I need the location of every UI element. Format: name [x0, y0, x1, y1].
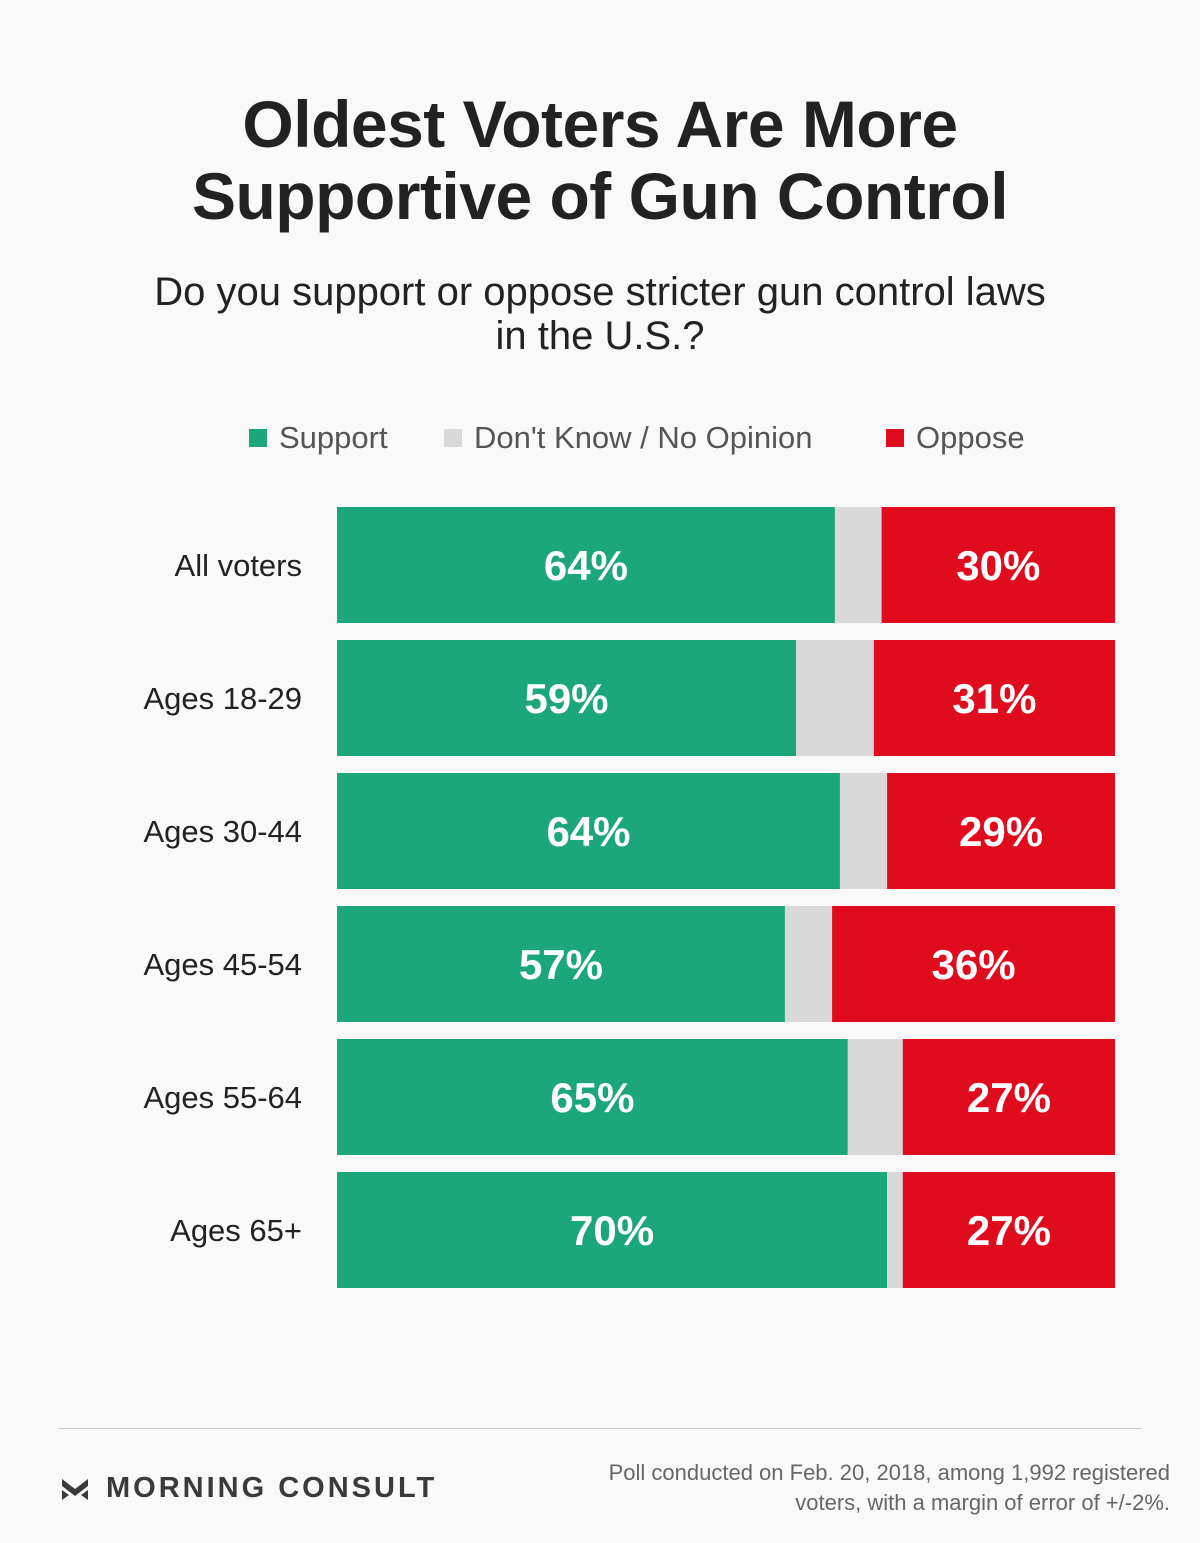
category-label-ages-18-29: Ages 18-29 — [143, 681, 302, 716]
stacked-bar-chart: All voters 64% 30% Ages 18-29 59% 31% Ages 30-… — [143, 507, 1115, 1288]
chart-legend: Support Don't Know / No Opinion Oppose — [0, 418, 1200, 458]
data-label-oppose-ages-18-29: 31% — [952, 675, 1036, 722]
legend-label-dont-know: Don't Know / No Opinion — [474, 420, 813, 455]
bar-don-t-know-no-opinion-all-voters — [834, 507, 882, 623]
category-label-ages-65: Ages 65+ — [170, 1213, 302, 1248]
bar-oppose-ages-18-29 — [873, 640, 1115, 756]
legend-swatch-dont-know — [444, 429, 462, 447]
bar-don-t-know-no-opinion-ages-18-29 — [796, 640, 874, 756]
bar-support-ages-65 — [337, 1172, 888, 1288]
bar-support-ages-55-64 — [337, 1039, 848, 1155]
bar-oppose-ages-30-44 — [887, 773, 1115, 889]
data-label-support-ages-30-44: 64% — [546, 808, 630, 855]
bar-oppose-ages-55-64 — [902, 1039, 1115, 1155]
bar-oppose-all-voters — [881, 507, 1115, 623]
legend-item-support: Support — [249, 418, 388, 458]
category-label-ages-55-64: Ages 55-64 — [143, 1080, 302, 1115]
methodology-note-line-1: Poll conducted on Feb. 20, 2018, among 1… — [608, 1460, 1170, 1485]
category-label-ages-45-54: Ages 45-54 — [143, 947, 302, 982]
methodology-note: Poll conducted on Feb. 20, 2018, among 1… — [530, 1458, 1170, 1518]
brand-name: MORNING CONSULT — [106, 1471, 438, 1504]
bar-don-t-know-no-opinion-ages-30-44 — [839, 773, 888, 889]
data-label-support-ages-65: 70% — [570, 1207, 654, 1254]
brand-logo: MORNING CONSULT — [60, 1468, 437, 1508]
bar-don-t-know-no-opinion-ages-65 — [887, 1172, 903, 1288]
methodology-note-line-2: voters, with a margin of error of +/-2%. — [795, 1490, 1170, 1515]
data-label-support-ages-18-29: 59% — [524, 675, 608, 722]
data-label-oppose-ages-30-44: 29% — [959, 808, 1043, 855]
legend-label-oppose: Oppose — [916, 420, 1025, 455]
bar-support-ages-30-44 — [337, 773, 840, 889]
legend-swatch-oppose — [886, 429, 904, 447]
chart-subtitle-line-1: Do you support or oppose stricter gun co… — [154, 270, 1046, 314]
chart-title-line-1: Oldest Voters Are More — [242, 87, 958, 161]
category-label-all-voters: All voters — [175, 548, 302, 583]
data-label-oppose-all-voters: 30% — [956, 542, 1040, 589]
bar-support-ages-45-54 — [337, 906, 785, 1022]
morning-consult-logo-icon — [62, 1479, 88, 1500]
bar-don-t-know-no-opinion-ages-55-64 — [847, 1039, 903, 1155]
chart-title-line-2: Supportive of Gun Control — [191, 159, 1009, 233]
data-label-oppose-ages-45-54: 36% — [932, 941, 1016, 988]
legend-label-support: Support — [279, 420, 388, 455]
chart-title: Oldest Voters Are More Supportive of Gun… — [0, 88, 1200, 232]
data-label-oppose-ages-55-64: 27% — [967, 1074, 1051, 1121]
data-label-oppose-ages-65: 27% — [967, 1207, 1051, 1254]
bar-don-t-know-no-opinion-ages-45-54 — [784, 906, 833, 1022]
bar-oppose-ages-65 — [902, 1172, 1115, 1288]
data-label-support-ages-45-54: 57% — [519, 941, 603, 988]
legend-item-oppose: Oppose — [886, 418, 1025, 458]
data-label-support-ages-55-64: 65% — [550, 1074, 634, 1121]
legend-swatch-support — [249, 429, 267, 447]
data-label-support-all-voters: 64% — [544, 542, 628, 589]
bar-oppose-ages-45-54 — [832, 906, 1115, 1022]
chart-subtitle: Do you support or oppose stricter gun co… — [100, 270, 1100, 358]
category-label-ages-30-44: Ages 30-44 — [143, 814, 302, 849]
chart-subtitle-line-2: in the U.S.? — [495, 314, 705, 358]
bar-support-ages-18-29 — [337, 640, 797, 756]
bar-support-all-voters — [337, 507, 835, 623]
legend-item-dont-know: Don't Know / No Opinion — [444, 418, 813, 458]
footer-divider — [58, 1428, 1142, 1429]
